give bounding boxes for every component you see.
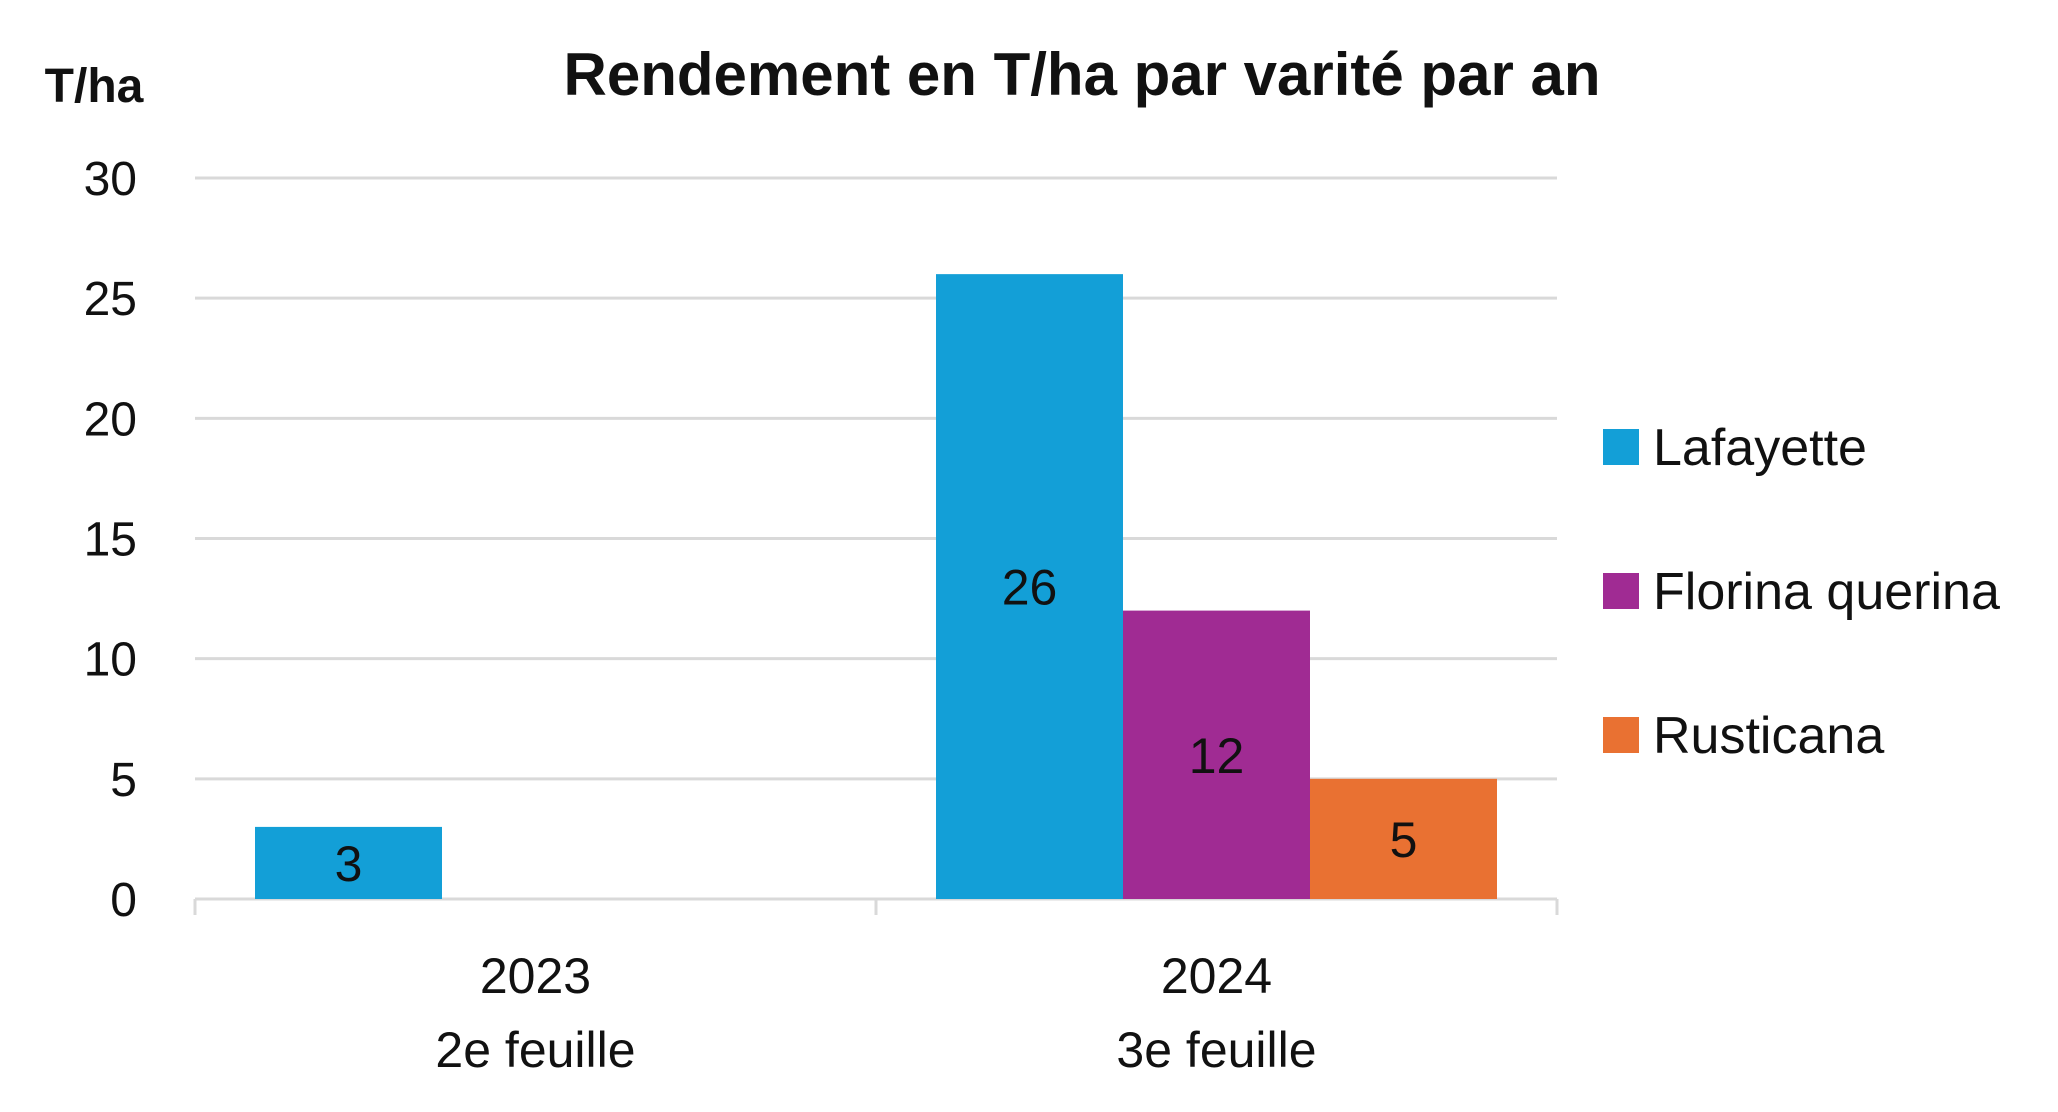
category-sublabel: 3e feuille — [1116, 1022, 1316, 1078]
legend-label: Florina querina — [1653, 563, 2000, 621]
category-label: 2024 — [1161, 948, 1272, 1004]
y-tick-label: 25 — [84, 273, 137, 326]
x-axis — [193, 897, 1559, 915]
y-tick-label: 30 — [84, 153, 137, 206]
y-tick-label: 20 — [84, 393, 137, 446]
category-label: 2023 — [480, 948, 591, 1004]
bar — [936, 274, 1123, 900]
bar — [255, 826, 442, 899]
bar — [1123, 610, 1310, 899]
legend: Lafayette Florina querina Rusticana — [1603, 419, 2000, 765]
bar — [1310, 778, 1497, 899]
y-tick-label: 15 — [84, 514, 137, 567]
data-labels: 3 26 12 5 — [335, 560, 1418, 892]
data-label: 26 — [1002, 560, 1058, 616]
data-label: 12 — [1189, 728, 1245, 784]
legend-swatch — [1603, 429, 1639, 465]
data-label: 3 — [335, 836, 363, 892]
y-tick-label: 0 — [110, 874, 137, 927]
legend-swatch — [1603, 717, 1639, 753]
legend-swatch — [1603, 573, 1639, 609]
gridlines — [195, 176, 1557, 781]
chart-title: Rendement en T/ha par varité par an — [564, 41, 1601, 108]
data-label: 5 — [1390, 812, 1418, 868]
y-axis-unit-label: T/ha — [45, 60, 144, 113]
y-tick-label: 5 — [110, 754, 137, 807]
category-labels: 2023 2e feuille 2024 3e feuille — [435, 948, 1316, 1078]
bars — [255, 274, 1497, 900]
legend-label: Rusticana — [1653, 707, 1884, 765]
y-axis-tick-labels: 0 5 10 15 20 25 30 — [84, 153, 137, 927]
legend-label: Lafayette — [1653, 419, 1867, 477]
category-sublabel: 2e feuille — [435, 1022, 635, 1078]
y-tick-label: 10 — [84, 634, 137, 687]
